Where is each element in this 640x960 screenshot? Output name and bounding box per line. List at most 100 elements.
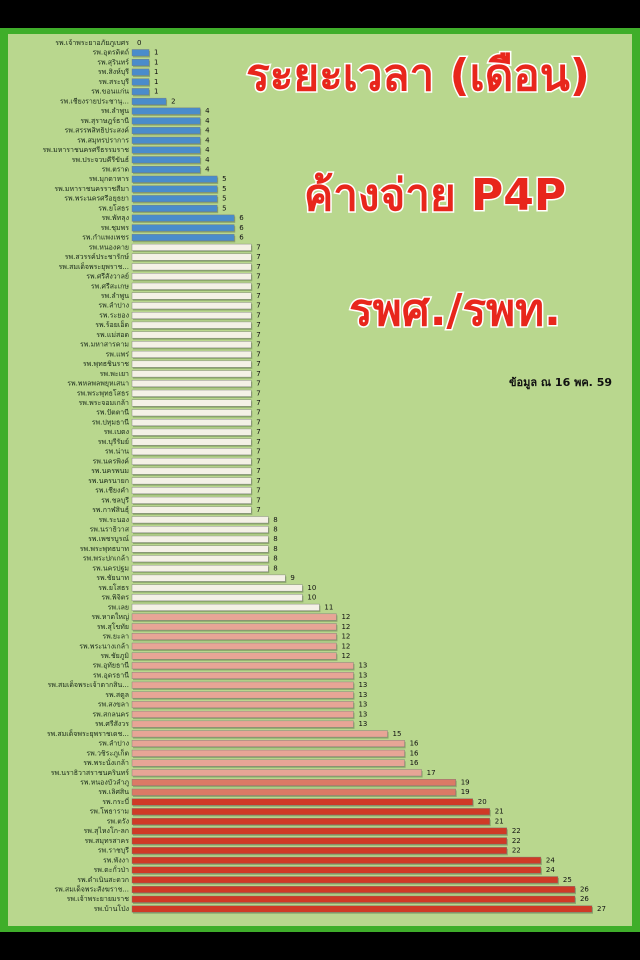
note: ข้อมูล ณ 16 พค. 59 bbox=[509, 376, 612, 390]
bar bbox=[131, 652, 337, 660]
bar bbox=[131, 808, 490, 816]
category-label: รพ.ลำปาง bbox=[98, 302, 129, 310]
category-label: รพ.กาฬสินธุ์ bbox=[92, 506, 129, 514]
bar bbox=[131, 428, 252, 436]
bar bbox=[131, 467, 252, 475]
category-label: รพ.ระนอง bbox=[98, 516, 129, 524]
value-label: 12 bbox=[341, 633, 350, 641]
bar bbox=[131, 302, 252, 310]
value-label: 10 bbox=[307, 594, 316, 602]
value-label: 7 bbox=[256, 243, 260, 251]
bar bbox=[131, 905, 593, 913]
value-label: 12 bbox=[341, 652, 350, 660]
bar bbox=[131, 506, 252, 514]
category-label: รพ.สุไหงโก-ลก bbox=[84, 826, 129, 835]
category-label: รพ.น่าน bbox=[105, 448, 129, 456]
value-label: 7 bbox=[256, 428, 260, 436]
bar bbox=[131, 769, 422, 777]
value-label: 7 bbox=[256, 321, 260, 329]
category-label: รพ.พระนั่งเกล้า bbox=[83, 758, 129, 767]
category-label: รพ.มหาสารคาม bbox=[80, 341, 129, 349]
bar bbox=[131, 613, 337, 621]
value-label: 19 bbox=[461, 788, 470, 796]
bar bbox=[131, 166, 201, 173]
category-label: รพ.เลิศสิน bbox=[98, 788, 129, 796]
category-label: รพ.หนองคาย bbox=[89, 243, 129, 251]
value-label: 9 bbox=[290, 574, 294, 582]
bar bbox=[131, 419, 252, 426]
bar bbox=[131, 720, 354, 728]
category-label: รพ.บุรีรัมย์ bbox=[98, 438, 129, 446]
category-label: รพ.มหาราชนครราชสีมา bbox=[54, 185, 129, 193]
value-label: 16 bbox=[410, 740, 419, 748]
bar bbox=[131, 545, 269, 553]
bar bbox=[131, 457, 252, 465]
bar bbox=[131, 136, 201, 144]
bar bbox=[131, 710, 354, 718]
value-label: 26 bbox=[580, 886, 589, 894]
value-label: 21 bbox=[495, 817, 504, 825]
value-label: 7 bbox=[256, 399, 260, 407]
category-label: รพ.พระนครศรีอยุธยา bbox=[64, 195, 129, 203]
value-label: 7 bbox=[256, 282, 260, 290]
value-label: 22 bbox=[512, 837, 521, 845]
category-label: รพ.พระพุทธโสธร bbox=[77, 388, 130, 397]
category-label: รพ.มุกดาหาร bbox=[89, 175, 129, 183]
category-label: รพ.ตรัง bbox=[107, 817, 129, 825]
bar bbox=[131, 263, 252, 271]
value-label: 4 bbox=[205, 146, 210, 154]
value-label: 4 bbox=[205, 165, 210, 173]
bar bbox=[131, 477, 252, 485]
value-label: 7 bbox=[256, 467, 260, 475]
bar bbox=[131, 389, 252, 397]
value-label: 8 bbox=[273, 516, 277, 524]
value-label: 1 bbox=[154, 88, 158, 96]
value-label: 16 bbox=[410, 749, 419, 757]
value-label: 5 bbox=[222, 204, 226, 212]
bar bbox=[131, 59, 150, 66]
category-label: รพ.นราธิวาสราชนครินทร์ bbox=[51, 769, 130, 777]
value-label: 12 bbox=[341, 623, 350, 631]
bar bbox=[131, 204, 218, 212]
category-label: รพ.นครพิงค์ bbox=[92, 457, 129, 465]
value-label: 1 bbox=[154, 58, 158, 66]
category-label: รพ.เจ้าพระยาอภัยภูเบศร bbox=[55, 39, 129, 47]
value-label: 5 bbox=[222, 175, 226, 183]
value-label: 6 bbox=[239, 234, 244, 242]
bar bbox=[131, 740, 405, 748]
bar bbox=[131, 516, 269, 524]
category-label: รพ.พหลพลพยุหเสนา bbox=[67, 380, 129, 388]
bar bbox=[131, 341, 252, 349]
value-label: 7 bbox=[256, 292, 260, 300]
category-label: รพ.สุรินทร์ bbox=[97, 58, 129, 66]
value-label: 26 bbox=[580, 895, 589, 903]
category-label: รพ.ศรีสะเกษ bbox=[91, 282, 129, 290]
value-label: 7 bbox=[256, 360, 260, 368]
value-label: 7 bbox=[256, 302, 260, 310]
bar bbox=[131, 331, 252, 339]
value-label: 27 bbox=[597, 905, 606, 913]
value-label: 7 bbox=[256, 496, 260, 504]
value-label: 4 bbox=[205, 127, 210, 135]
bar bbox=[131, 662, 354, 670]
value-label: 7 bbox=[256, 370, 260, 378]
bar bbox=[131, 78, 150, 86]
value-label: 7 bbox=[256, 273, 260, 281]
bar bbox=[131, 243, 252, 251]
category-label: รพ.สงขลา bbox=[98, 701, 129, 709]
bar bbox=[131, 876, 559, 884]
value-label: 8 bbox=[273, 545, 277, 553]
category-label: รพ.ขอนแก่น bbox=[91, 88, 129, 96]
value-label: 1 bbox=[154, 68, 158, 76]
category-label: รพ.หนองบัวลำภู bbox=[80, 778, 129, 786]
category-label: รพ.นครพนม bbox=[91, 467, 129, 475]
value-label: 22 bbox=[512, 827, 521, 835]
bar bbox=[131, 827, 508, 835]
category-label: รพ.ตราด bbox=[102, 165, 129, 173]
value-label: 7 bbox=[256, 341, 260, 349]
value-label: 16 bbox=[410, 759, 419, 767]
value-label: 7 bbox=[256, 389, 260, 397]
value-label: 7 bbox=[256, 448, 260, 456]
title-line: ระยะเวลา (เดือน) bbox=[246, 50, 590, 101]
category-label: รพ.ชัยนาท bbox=[96, 574, 129, 582]
